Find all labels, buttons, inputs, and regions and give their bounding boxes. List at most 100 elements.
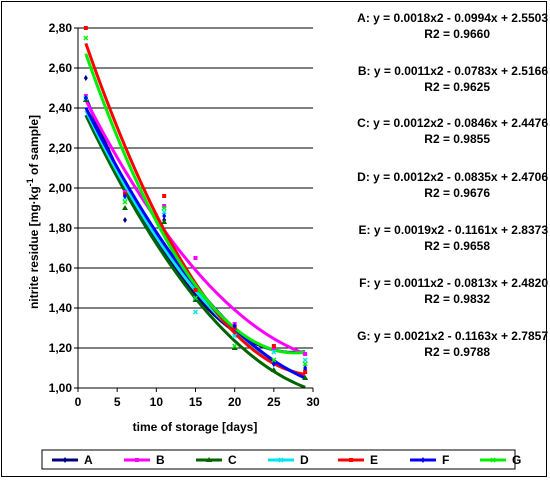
legend-label-c: C xyxy=(228,453,237,467)
equation-b: B: y = 0.0011x2 - 0.0783x + 2.5166 xyxy=(358,64,548,78)
r2-g: R2 = 0.9788 xyxy=(424,345,490,359)
y-axis-title-exponent: -1 xyxy=(25,178,35,186)
data-point-g xyxy=(302,361,308,367)
y-tick-label: 2,20 xyxy=(49,141,73,155)
data-point-g xyxy=(122,199,128,205)
data-point-d-stroke xyxy=(161,209,167,215)
x-tick-label: 10 xyxy=(150,395,164,409)
legend-label-b: B xyxy=(156,453,165,467)
equation-g: G: y = 0.0021x2 - 0.1163x + 2.7857 xyxy=(357,329,548,343)
equation-f: F: y = 0.0011x2 - 0.0813x + 2.4820 xyxy=(359,276,548,290)
data-point-g xyxy=(83,35,89,41)
y-tick-label: 1,60 xyxy=(49,261,73,275)
y-tick-label: 1,80 xyxy=(49,221,73,235)
data-points xyxy=(82,26,309,380)
x-tick-label: 20 xyxy=(228,395,242,409)
y-tick-label: 2,40 xyxy=(49,101,73,115)
legend-marker-a xyxy=(63,457,67,463)
trendline-e xyxy=(84,42,306,376)
y-tick-label: 2,00 xyxy=(49,181,73,195)
data-point-g xyxy=(271,357,277,363)
data-point-d-stroke xyxy=(271,349,277,355)
data-point-f xyxy=(271,361,276,367)
data-point-e xyxy=(271,344,276,348)
legend-label-d: D xyxy=(300,453,309,467)
data-point-e xyxy=(83,26,88,30)
x-tick-label: 0 xyxy=(75,395,82,409)
trendline-g xyxy=(84,53,306,355)
r2-a: R2 = 0.9660 xyxy=(424,27,490,41)
y-tick-label: 2,60 xyxy=(49,61,73,75)
y-axis-title-main: nitrite residue [mg·kg xyxy=(27,186,41,309)
data-point-b xyxy=(193,256,198,260)
data-point-d xyxy=(232,333,238,339)
x-axis-title: time of storage [days] xyxy=(133,420,258,434)
y-tick-label: 2,80 xyxy=(49,21,73,35)
data-point-f xyxy=(232,323,237,329)
legend-marker-e xyxy=(349,458,353,462)
data-point-c xyxy=(122,205,128,210)
data-point-g-stroke xyxy=(83,35,89,41)
data-point-g xyxy=(161,205,167,211)
trendlines xyxy=(84,42,306,389)
legend-label-e: E xyxy=(370,453,378,467)
data-point-d-stroke xyxy=(302,357,308,363)
legend-marker-g xyxy=(490,457,496,463)
y-axis-title-rest: of sample] xyxy=(27,115,41,178)
regression-equations: A: y = 0.0018x2 - 0.0994x + 2.5503 R2 = 0… xyxy=(357,11,548,359)
data-point-e xyxy=(303,370,308,374)
legend-marker-g-stroke xyxy=(490,457,496,463)
x-tick-label: 5 xyxy=(114,395,121,409)
data-point-b xyxy=(303,352,308,356)
data-point-d xyxy=(302,357,308,363)
data-point-f xyxy=(162,213,167,219)
data-point-a xyxy=(83,75,88,81)
y-tick-label: 1,20 xyxy=(49,341,73,355)
r2-e: R2 = 0.9658 xyxy=(424,239,490,253)
legend-label-f: F xyxy=(442,453,449,467)
data-point-d xyxy=(271,349,277,355)
legend-label-a: A xyxy=(84,453,93,467)
data-point-d-stroke xyxy=(232,333,238,339)
data-point-g xyxy=(192,295,199,301)
data-point-g-stroke xyxy=(122,199,128,205)
y-tick-label: 1,00 xyxy=(49,381,73,395)
data-point-d xyxy=(161,209,167,215)
data-point-e xyxy=(193,288,198,292)
legend-marker-d-stroke xyxy=(278,457,284,463)
x-tick-label: 25 xyxy=(267,395,281,409)
equation-c: C: y = 0.0012x2 - 0.0846x + 2.4476 xyxy=(357,116,548,130)
r2-b: R2 = 0.9625 xyxy=(424,80,490,94)
data-point-d xyxy=(192,309,199,315)
data-point-g xyxy=(232,343,238,349)
axes xyxy=(74,27,314,392)
legend-marker-f xyxy=(421,457,425,463)
data-point-f xyxy=(123,193,127,199)
y-tick-labels: 1,00 1,20 1,40 1,60 1,80 2,00 2,20 2,40 2,60 2,80 xyxy=(49,21,73,395)
legend: A B C D E F G xyxy=(52,453,521,467)
data-point-g-stroke xyxy=(192,295,199,301)
legend-marker-c xyxy=(206,457,212,462)
y-tick-label: 1,40 xyxy=(49,301,73,315)
r2-c: R2 = 0.9855 xyxy=(424,132,490,146)
data-point-c xyxy=(231,345,238,350)
data-point-c xyxy=(270,367,277,372)
legend-marker-d xyxy=(278,457,284,463)
y-axis-title: nitrite residue [mg·kg-1 of sample] xyxy=(25,115,41,309)
legend-marker-b xyxy=(135,458,139,462)
data-point-b xyxy=(162,204,167,208)
data-point-g-stroke xyxy=(271,357,277,363)
legend-label-g: G xyxy=(512,453,521,467)
data-point-c xyxy=(302,375,309,380)
data-point-f xyxy=(83,95,88,101)
data-point-d-stroke xyxy=(192,309,199,315)
x-tick-labels: 0 5 10 15 20 25 30 xyxy=(75,395,320,409)
equation-a: A: y = 0.0018x2 - 0.0994x + 2.5503 xyxy=(357,11,548,25)
data-point-g-stroke xyxy=(232,343,238,349)
trendline-b xyxy=(84,99,306,356)
data-point-c xyxy=(161,219,168,224)
data-point-e xyxy=(162,194,167,198)
x-tick-label: 15 xyxy=(189,395,203,409)
